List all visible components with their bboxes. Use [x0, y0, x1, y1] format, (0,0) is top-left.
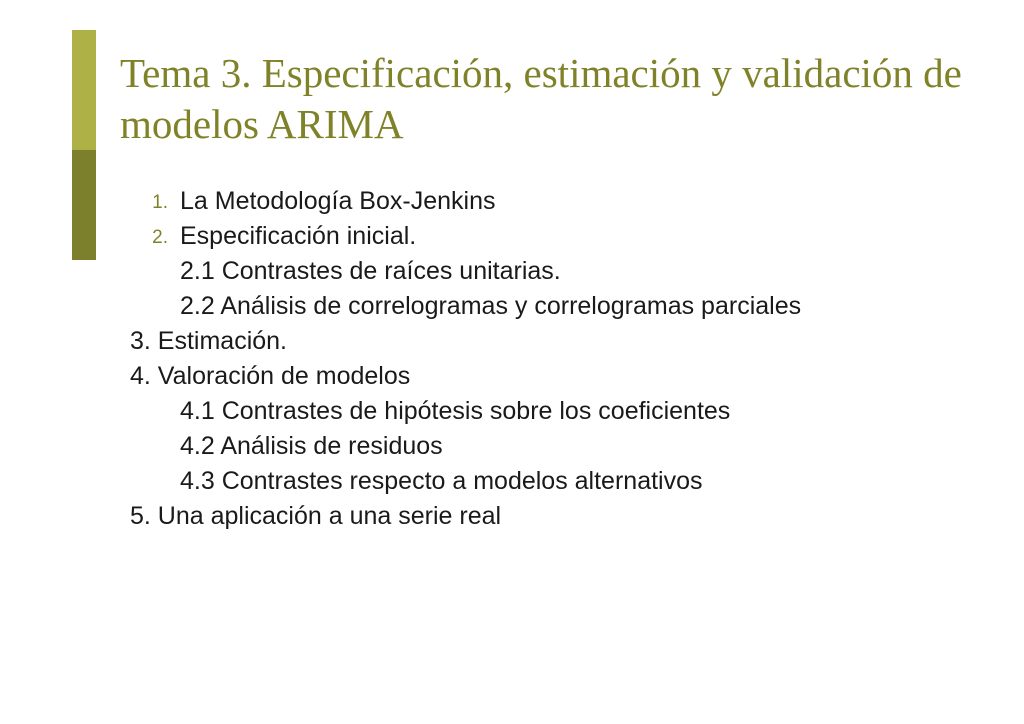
list-subitem-4-3: 4.3 Contrastes respecto a modelos altern… — [130, 465, 970, 498]
list-subitem-4-2: 4.2 Análisis de residuos — [130, 430, 970, 463]
list-subitem-2-2: 2.2 Análisis de correlogramas y correlog… — [130, 290, 970, 323]
list-number: 2. — [130, 220, 180, 253]
list-subitem-2-1: 2.1 Contrastes de raíces unitarias. — [130, 255, 970, 288]
list-item-4: 4. Valoración de modelos — [130, 360, 970, 393]
list-item-5: 5. Una aplicación a una serie real — [130, 500, 970, 533]
slide-content: 1. La Metodología Box-Jenkins 2. Especif… — [130, 185, 970, 535]
list-text: Especificación inicial. — [180, 220, 970, 253]
list-item-3: 3. Estimación. — [130, 325, 970, 358]
list-text: La Metodología Box-Jenkins — [180, 185, 970, 218]
slide-title: Tema 3. Especificación, estimación y val… — [120, 48, 970, 151]
list-item-2: 2. Especificación inicial. — [130, 220, 970, 253]
list-number: 1. — [130, 185, 180, 218]
list-item-1: 1. La Metodología Box-Jenkins — [130, 185, 970, 218]
accent-bar-dark — [72, 150, 96, 260]
list-subitem-4-1: 4.1 Contrastes de hipótesis sobre los co… — [130, 395, 970, 428]
accent-bar-light — [72, 30, 96, 150]
